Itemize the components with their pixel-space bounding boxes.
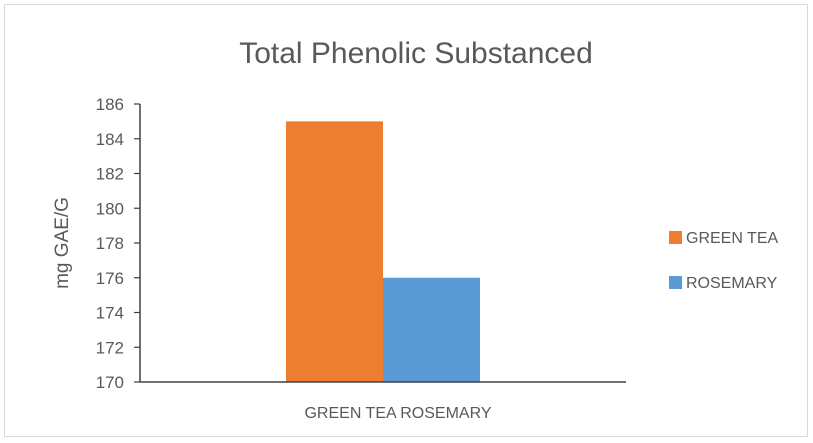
bars-group <box>286 121 480 382</box>
y-tick-label: 186 <box>96 95 124 114</box>
y-tick-label: 170 <box>96 373 124 392</box>
y-tick-label: 184 <box>96 130 124 149</box>
y-tick-label: 178 <box>96 234 124 253</box>
y-tick-label: 172 <box>96 338 124 357</box>
y-tick-label: 176 <box>96 269 124 288</box>
y-axis-tick-marks <box>134 103 140 383</box>
y-tick-label: 182 <box>96 165 124 184</box>
legend-swatch <box>669 231 682 244</box>
x-category-label: GREEN TEA ROSEMARY <box>304 405 491 422</box>
chart-title: Total Phenolic Substanced <box>239 37 593 70</box>
legend-label: ROSEMARY <box>686 275 778 292</box>
legend-swatch <box>669 276 682 289</box>
legend: GREEN TEA ROSEMARY <box>669 230 779 292</box>
bar-green-tea <box>286 121 383 382</box>
legend-label: GREEN TEA <box>686 230 779 247</box>
y-axis-ticks: 170 172 174 176 178 180 182 184 186 <box>96 95 124 392</box>
y-axis-label: mg GAE/G <box>52 197 73 289</box>
y-tick-label: 174 <box>96 304 124 323</box>
bar-rosemary <box>383 277 480 382</box>
y-tick-label: 180 <box>96 199 124 218</box>
